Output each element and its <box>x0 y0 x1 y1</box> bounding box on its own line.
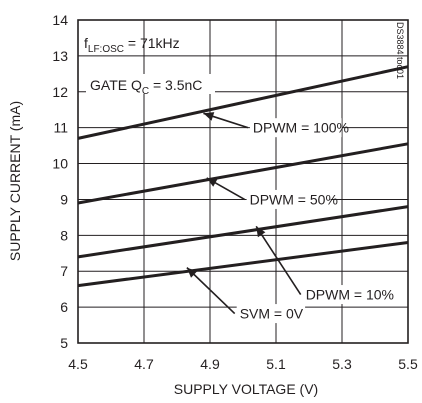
y-tick-label: 6 <box>60 299 68 315</box>
gate-charge-condition: GATE QC = 3.5nC <box>90 77 202 97</box>
annotation-group: DPWM = 100% DPWM = 50% DPWM = 10%SVM = 0V <box>186 112 394 324</box>
annotation-arrow <box>255 225 302 295</box>
x-tick-label: 4.7 <box>134 356 154 372</box>
series-line <box>77 241 409 288</box>
annotation-bg <box>236 304 306 324</box>
y-tick-label: 9 <box>60 191 68 207</box>
annotation-arrow <box>186 267 236 315</box>
annotation-bg <box>302 285 387 305</box>
annotation-label: SVM = 0V <box>240 306 304 322</box>
plot-frame <box>77 19 409 344</box>
y-tick-label: 12 <box>52 84 68 100</box>
annotation-label: DPWM = 10% <box>306 287 394 303</box>
y-axis-label: SUPPLY CURRENT (mA) <box>7 101 23 261</box>
y-tick-label: 7 <box>60 263 68 279</box>
y-tick-label: 14 <box>52 12 68 28</box>
series-group <box>77 65 409 288</box>
y-tick-label: 11 <box>53 120 68 136</box>
tick-labels: 4.5 4.7 4.9 5.1 5.3 5.5 5 6 7 8 9 10 11 12 13 14 <box>52 12 418 372</box>
y-tick-label: 13 <box>52 48 68 64</box>
annotation-arrowhead <box>256 226 266 238</box>
freq-sub: LF:OSC <box>88 44 124 55</box>
annotation-arrowhead <box>203 112 215 121</box>
annotation-label: DPWM = 50% <box>250 191 338 207</box>
x-tick-label: 5.1 <box>266 356 286 372</box>
series-line <box>77 142 409 205</box>
y-tick-label: 5 <box>60 335 68 351</box>
x-tick-label: 5.3 <box>332 356 352 372</box>
x-tick-label: 4.5 <box>68 356 88 372</box>
y-tick-label: 10 <box>52 156 68 172</box>
series-line <box>77 65 409 140</box>
gate-label: GATE Q <box>90 77 142 93</box>
figure-code: DS3884 toc01 <box>395 22 405 79</box>
gate-value: = 3.5nC <box>149 77 202 93</box>
annotation-arrowhead <box>186 267 198 278</box>
x-tick-label: 4.9 <box>200 356 220 372</box>
freq-label: f <box>84 35 88 51</box>
x-axis-label: SUPPLY VOLTAGE (V) <box>174 381 318 397</box>
annotation-label: DPWM = 100% <box>253 120 349 136</box>
conditions-box: fLF:OSC = 71kHz GATE QC = 3.5nC <box>84 35 215 97</box>
annotation-arrowhead <box>206 177 218 187</box>
frequency-condition: fLF:OSC = 71kHz <box>84 35 180 55</box>
annotation-bg <box>249 118 342 138</box>
x-tick-label: 5.5 <box>398 356 418 372</box>
freq-value: = 71kHz <box>124 35 180 51</box>
annotation-bg <box>246 189 331 209</box>
series-line <box>77 205 409 259</box>
gate-condition-bg <box>86 74 215 94</box>
y-tick-label: 8 <box>60 227 68 243</box>
gate-sub: C <box>142 86 149 97</box>
